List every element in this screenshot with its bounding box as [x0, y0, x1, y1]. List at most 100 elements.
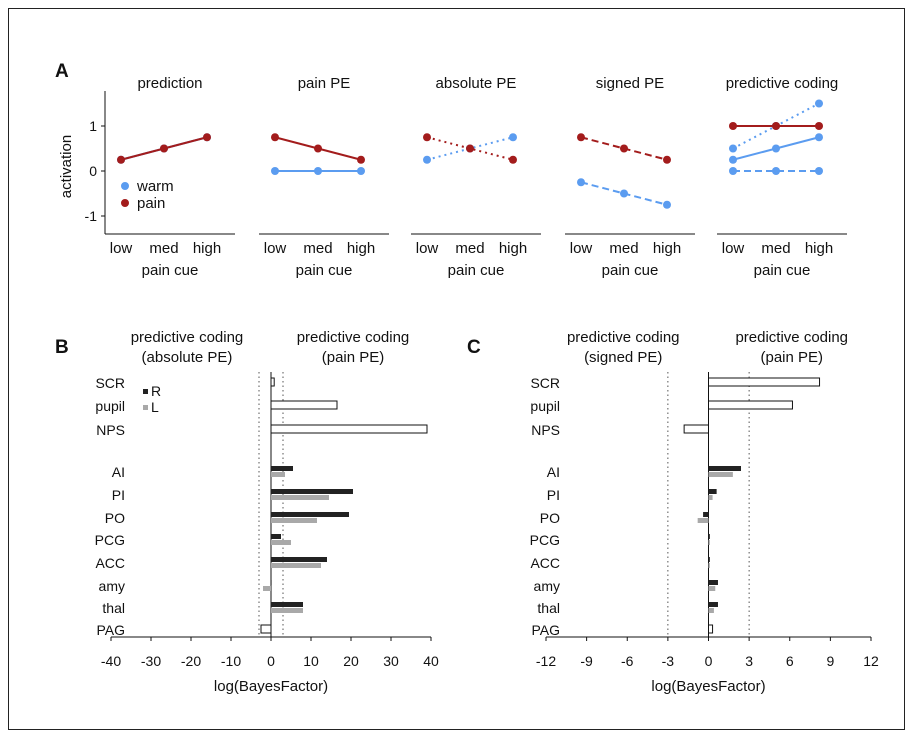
panel-c-x-tick-label: 12 — [863, 653, 879, 669]
panel-a-legend-label-warm: warm — [136, 178, 174, 195]
panel-a-point-warm — [815, 167, 823, 175]
panel-a-point-pain — [314, 144, 322, 153]
panel-b-bar-pcg-l — [271, 540, 291, 545]
panel-a-x-tick-label: low — [722, 240, 745, 257]
panel-c-bar-acc-l — [708, 563, 710, 568]
panel-b-x-tick-label: -40 — [101, 653, 121, 669]
panel-b-bar-thal-l — [271, 608, 303, 613]
panel-b-left-title: predictive coding — [131, 329, 244, 346]
panel-a-x-tick-label: low — [570, 240, 593, 257]
panel-c-bar-ai-l — [708, 472, 733, 477]
panel-a-subplot-title: absolute PE — [436, 75, 517, 92]
figure-frame: A B C -1 0 1 activation prediction low med high… — [8, 8, 905, 730]
panel-c-bar-pcg-r — [708, 534, 710, 539]
panel-a-point-warm — [729, 144, 737, 153]
panel-b-x-tick-label: 30 — [383, 653, 399, 669]
panel-c-row-label: SCR — [530, 375, 560, 391]
panel-b-bar-pag — [260, 624, 272, 634]
panel-c-bar-pi-r — [708, 489, 717, 494]
panel-a-point-pain — [577, 133, 585, 142]
panel-b-x-tick-label: 40 — [423, 653, 439, 669]
panel-a-subplot-title: signed PE — [596, 75, 664, 92]
panel-a-point-pain — [509, 155, 517, 164]
panel-b-bar-pupil — [270, 400, 338, 410]
panel-c-x-tick-label: -6 — [621, 653, 634, 669]
panel-a-point-warm — [815, 133, 823, 142]
panel-a-x-tick-label: high — [499, 240, 527, 257]
panel-b-bar-pi-r — [271, 489, 353, 494]
panel-b-row-label: pupil — [95, 398, 125, 414]
panel-c-right-title: predictive coding — [735, 329, 848, 346]
panel-a-x-tick-label: high — [805, 240, 833, 257]
panel-b-x-tick-label: 10 — [303, 653, 319, 669]
panel-a-point-pain — [620, 144, 628, 153]
panel-c-row-label: PI — [547, 487, 560, 503]
panel-c-row-label: PAG — [531, 622, 560, 638]
panel-c-row-label: ACC — [530, 555, 560, 571]
panel-c-bar-pag — [708, 624, 714, 634]
panel-c-bar-po-r — [703, 512, 709, 517]
panel-a-y-tick-label: 0 — [89, 163, 97, 179]
panel-letter-b: B — [55, 337, 69, 358]
panel-c-x-tick-label: 3 — [745, 653, 753, 669]
panel-c-x-tick-label: -9 — [580, 653, 593, 669]
panel-b-legend-label-l: L — [151, 399, 159, 415]
panel-b-row-label: PI — [112, 487, 125, 503]
panel-c-bar-scr — [708, 377, 821, 387]
panel-c-left-title: (signed PE) — [584, 349, 662, 366]
panel-b-bar-thal-r — [271, 602, 303, 607]
panel-a-point-warm — [772, 167, 780, 175]
panel-b-bar-amy-l — [263, 586, 271, 591]
panel-a-point-warm — [314, 167, 322, 175]
panel-a-subplot-title: prediction — [137, 75, 202, 92]
panel-a-x-axis-label: pain cue — [448, 262, 505, 279]
panel-c-bar-acc-r — [708, 557, 710, 562]
panel-letter-a: A — [55, 61, 69, 82]
panel-a-point-pain — [772, 122, 780, 130]
panel-a-x-axis-label: pain cue — [602, 262, 659, 279]
panel-a-point-pain — [203, 133, 211, 142]
panel-b-bar-acc-r — [271, 557, 327, 562]
panel-a-x-tick-label: med — [761, 240, 790, 257]
panel-a-x-axis-label: pain cue — [142, 262, 199, 279]
panel-c-x-tick-label: -12 — [536, 653, 556, 669]
panel-a-point-pain — [423, 133, 431, 142]
panel-b-x-tick-label: 0 — [267, 653, 275, 669]
panel-a-x-tick-label: med — [455, 240, 484, 257]
panel-b-bar-po-l — [271, 518, 317, 523]
panel-a-point-pain — [663, 155, 671, 164]
panel-b-x-axis-label: log(BayesFactor) — [214, 678, 328, 695]
panel-a-point-pain — [117, 155, 125, 164]
panel-c-row-label: PO — [540, 510, 560, 526]
panel-b-legend-marker-l — [143, 405, 148, 410]
panel-a-point-pain — [160, 144, 168, 153]
panel-a-x-tick-label: low — [110, 240, 133, 257]
panel-c-bar-amy-r — [708, 580, 718, 585]
panel-c-row-label: AI — [547, 464, 560, 480]
panel-b-row-label: PO — [105, 510, 125, 526]
panel-b-bar-pi-l — [271, 495, 329, 500]
panel-a-point-warm — [509, 133, 517, 142]
panel-b-x-tick-label: -30 — [141, 653, 161, 669]
panel-a-x-tick-label: med — [303, 240, 332, 257]
panel-a-subplot-title: predictive coding — [726, 75, 839, 92]
panel-b-row-label: thal — [102, 600, 125, 616]
panel-letter-c: C — [467, 337, 481, 358]
panel-b-row-label: NPS — [96, 422, 125, 438]
panel-a-point-warm — [423, 155, 431, 164]
panel-b-left-title: (absolute PE) — [142, 349, 233, 366]
panel-b-bar-scr — [270, 377, 275, 387]
panel-c-row-label: PCG — [530, 532, 560, 548]
panel-a-y-axis-label: activation — [58, 135, 75, 198]
panel-b-row-label: PAG — [96, 622, 125, 638]
panel-c-bar-pupil — [708, 400, 793, 410]
panel-a-x-tick-label: med — [149, 240, 178, 257]
panel-a-subplot-title: pain PE — [298, 75, 351, 92]
panel-a-point-pain — [466, 144, 474, 153]
panel-b-bar-po-r — [271, 512, 349, 517]
panel-c-x-tick-label: 6 — [786, 653, 794, 669]
panel-c-right-title: (pain PE) — [760, 349, 823, 366]
panel-b-row-label: SCR — [95, 375, 125, 391]
panel-b-legend-marker-r — [143, 389, 148, 394]
